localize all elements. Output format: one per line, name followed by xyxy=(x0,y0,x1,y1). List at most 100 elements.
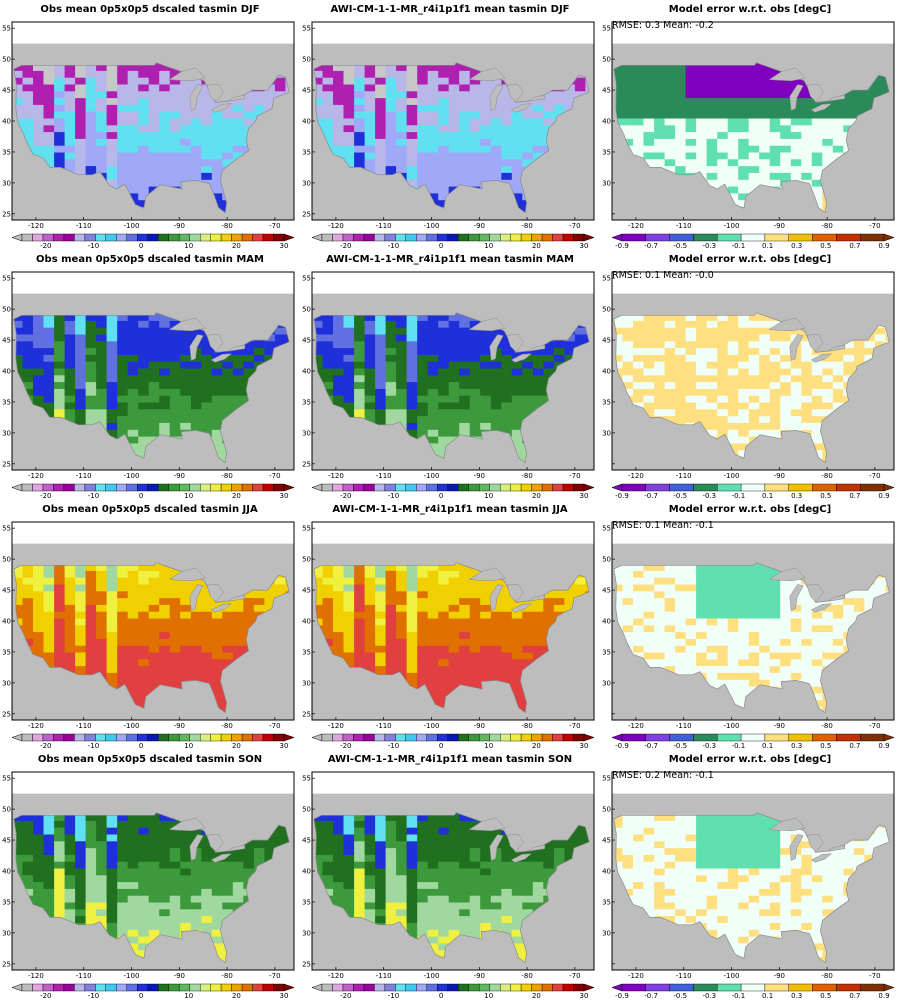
coastline xyxy=(313,562,590,714)
colorbar-label: 20 xyxy=(532,992,541,1000)
y-tick-label: 55 xyxy=(602,775,611,783)
colorbar-label: -0.7 xyxy=(644,742,658,750)
error-stats: RMSE: 0.1 Mean: -0.0 xyxy=(612,270,714,281)
great-lake xyxy=(827,594,846,602)
x-tick-label: -120 xyxy=(328,472,344,480)
colorbar-label: 0.3 xyxy=(791,992,802,1000)
great-lake xyxy=(789,334,804,361)
colorbar-label: 20 xyxy=(532,242,541,250)
great-lake xyxy=(527,94,546,102)
coastline xyxy=(13,812,290,964)
y-tick-label: 50 xyxy=(302,806,311,814)
great-lake xyxy=(506,584,524,603)
colorbar: -20 -10 0 10 20 30 xyxy=(311,233,595,250)
colorbar-label: -20 xyxy=(340,492,351,500)
x-tick-label: -90 xyxy=(774,972,785,980)
panel-title: Model error w.r.t. obs [degC] xyxy=(668,754,832,765)
great-lake xyxy=(510,353,533,363)
great-lake xyxy=(810,603,833,613)
y-tick-label: 30 xyxy=(602,929,611,937)
x-tick-label: -120 xyxy=(28,972,44,980)
great-lake xyxy=(827,344,846,352)
y-tick-label: 40 xyxy=(302,118,311,126)
coastline xyxy=(613,562,890,714)
x-tick-label: -90 xyxy=(174,722,185,730)
colorbar-label: -0.7 xyxy=(644,992,658,1000)
x-tick-label: -110 xyxy=(676,222,692,230)
colorbar-label: 30 xyxy=(580,742,589,750)
y-tick-label: 55 xyxy=(2,275,11,283)
great-lake xyxy=(210,603,233,613)
colorbar-label: -10 xyxy=(388,992,399,1000)
colorbar-label: -20 xyxy=(340,742,351,750)
x-tick-label: -80 xyxy=(221,972,232,980)
y-tick-label: 40 xyxy=(602,118,611,126)
great-lake xyxy=(227,844,246,852)
colorbar-label: 0.1 xyxy=(762,492,773,500)
y-tick-label: 25 xyxy=(2,460,11,468)
x-tick-label: -80 xyxy=(221,222,232,230)
x-tick-label: -70 xyxy=(569,472,580,480)
colorbar-label: 0 xyxy=(439,992,443,1000)
great-lake xyxy=(806,834,824,853)
x-tick-label: -120 xyxy=(28,722,44,730)
great-lake xyxy=(527,344,546,352)
colorbar-label: 0.5 xyxy=(820,992,831,1000)
great-lake xyxy=(806,584,824,603)
great-lake xyxy=(189,84,204,111)
colorbar-label: 0.7 xyxy=(849,242,860,250)
great-lake xyxy=(810,353,833,363)
great-lake xyxy=(189,834,204,861)
y-tick-label: 40 xyxy=(2,118,11,126)
colorbar-label: -0.3 xyxy=(702,992,716,1000)
colorbar-label: 20 xyxy=(232,242,241,250)
colorbar-label: -20 xyxy=(340,242,351,250)
colorbar: -0.9 -0.7 -0.5 -0.3 -0.1 0.1 0.3 0.5 0.7 0.9 xyxy=(611,983,895,1000)
y-tick-label: 35 xyxy=(302,148,311,156)
great-lake xyxy=(789,84,804,111)
y-tick-label: 35 xyxy=(2,898,11,906)
colorbar-label: 10 xyxy=(184,742,193,750)
model-map-panel-jja: AWI-CM-1-1-MR_r4i1p1f1 mean tasmin JJA -1… xyxy=(300,500,600,750)
y-tick-label: 55 xyxy=(302,775,311,783)
y-tick-label: 50 xyxy=(302,556,311,564)
x-tick-label: -90 xyxy=(474,722,485,730)
no-data-band xyxy=(612,22,894,44)
colorbar-label: -0.1 xyxy=(732,742,746,750)
x-tick-label: -70 xyxy=(869,222,880,230)
error-stats: RMSE: 0.1 Mean: -0.1 xyxy=(612,520,714,531)
colorbar: -20 -10 0 10 20 30 xyxy=(11,233,295,250)
x-tick-label: -110 xyxy=(676,972,692,980)
coastline xyxy=(313,312,590,464)
great-lake xyxy=(527,844,546,852)
x-tick-label: -120 xyxy=(328,222,344,230)
colorbar-label: 30 xyxy=(580,992,589,1000)
y-tick-label: 55 xyxy=(2,25,11,33)
x-tick-label: -100 xyxy=(724,222,740,230)
great-lake xyxy=(789,584,804,611)
y-tick-label: 30 xyxy=(602,679,611,687)
x-tick-label: -110 xyxy=(376,222,392,230)
y-tick-label: 40 xyxy=(602,868,611,876)
obs-map-panel-son: Obs mean 0p5x0p5 dscaled tasmin SON -120 -… xyxy=(0,750,300,1000)
y-tick-label: 30 xyxy=(302,679,311,687)
coastline xyxy=(13,562,290,714)
y-tick-label: 30 xyxy=(302,429,311,437)
y-tick-label: 40 xyxy=(602,368,611,376)
x-tick-label: -70 xyxy=(269,722,280,730)
panel-title: AWI-CM-1-1-MR_r4i1p1f1 mean tasmin DJF xyxy=(330,4,570,15)
y-tick-label: 35 xyxy=(302,898,311,906)
great-lake xyxy=(768,817,806,832)
great-lake xyxy=(210,853,233,863)
x-tick-label: -70 xyxy=(869,472,880,480)
great-lake xyxy=(206,84,224,103)
y-tick-label: 45 xyxy=(602,837,611,845)
x-tick-label: -110 xyxy=(376,722,392,730)
obs-map-panel-jja: Obs mean 0p5x0p5 dscaled tasmin JJA -120 -… xyxy=(0,500,300,750)
y-tick-label: 35 xyxy=(2,148,11,156)
great-lake xyxy=(489,584,504,611)
no-data-band xyxy=(12,272,294,294)
